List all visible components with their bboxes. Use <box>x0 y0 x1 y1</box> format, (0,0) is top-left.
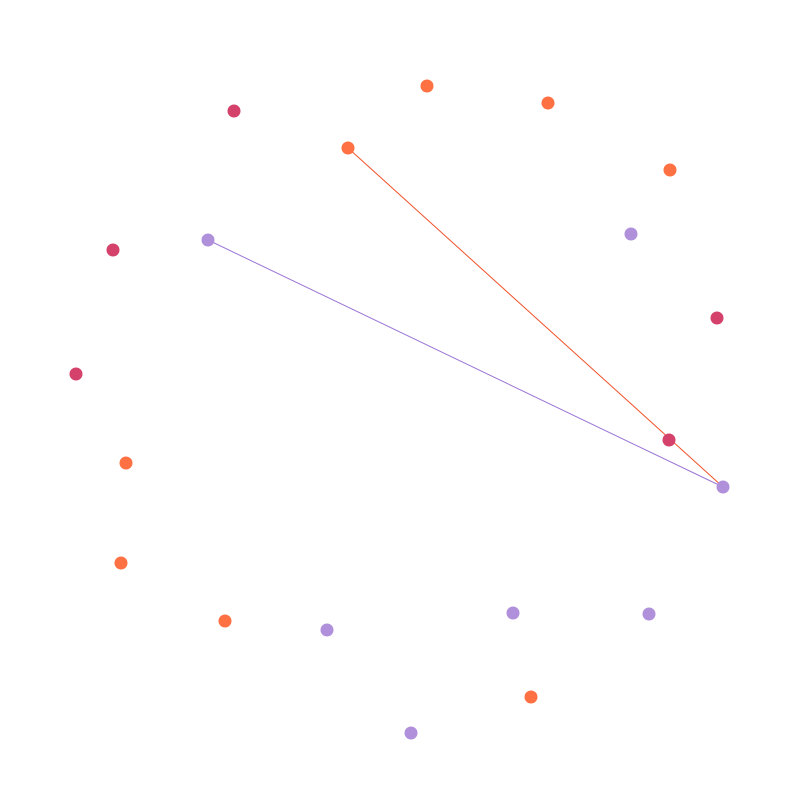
nodes-layer <box>69 79 730 740</box>
node-n15[interactable] <box>114 556 128 570</box>
node-n8[interactable] <box>716 480 730 494</box>
node-n6[interactable] <box>710 311 724 325</box>
node-n13[interactable] <box>320 623 334 637</box>
node-n20[interactable] <box>227 104 241 118</box>
node-n18[interactable] <box>106 243 120 257</box>
node-n2[interactable] <box>541 96 555 110</box>
edges-layer <box>207 147 724 488</box>
node-n10[interactable] <box>506 606 520 620</box>
node-n9[interactable] <box>642 607 656 621</box>
node-n11[interactable] <box>524 690 538 704</box>
edge-n19-n8 <box>207 239 724 488</box>
node-n4[interactable] <box>341 141 355 155</box>
node-n5[interactable] <box>624 227 638 241</box>
node-n7[interactable] <box>662 433 676 447</box>
node-n17[interactable] <box>69 367 83 381</box>
node-n19[interactable] <box>201 233 215 247</box>
node-n12[interactable] <box>404 726 418 740</box>
node-n16[interactable] <box>119 456 133 470</box>
edge-n4-n8 <box>347 147 724 488</box>
node-n14[interactable] <box>218 614 232 628</box>
node-n3[interactable] <box>663 163 677 177</box>
node-n1[interactable] <box>420 79 434 93</box>
